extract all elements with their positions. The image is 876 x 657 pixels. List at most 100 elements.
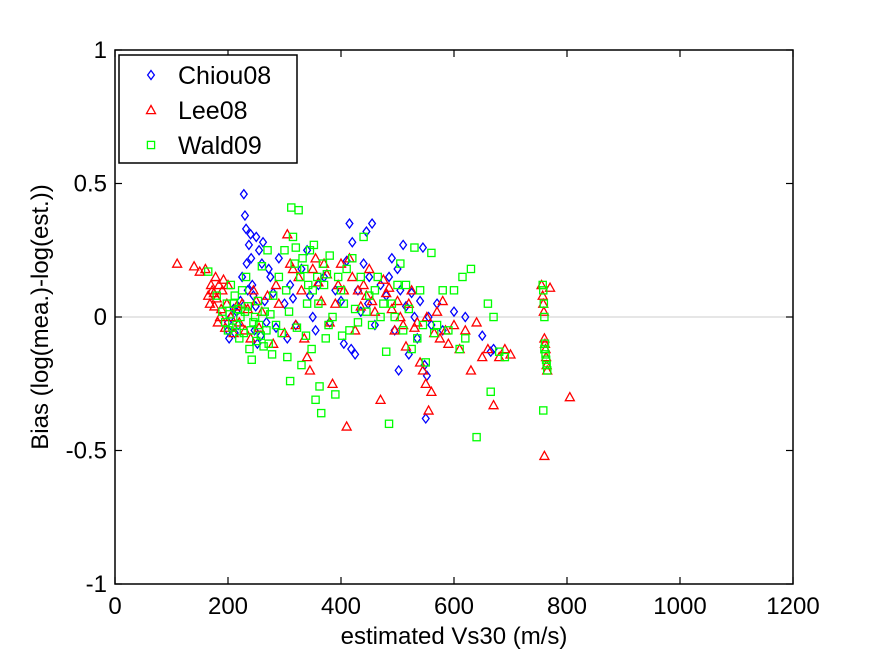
data-point	[398, 326, 408, 335]
x-tick-label: 200	[208, 593, 248, 620]
data-point	[370, 286, 380, 295]
data-point	[271, 322, 281, 334]
series-wald09	[203, 203, 552, 442]
data-point	[211, 292, 223, 303]
data-point	[465, 364, 477, 375]
y-axis-label: Bias (log(mea.)-log(est.))	[27, 184, 54, 449]
x-axis-label: estimated Vs30 (m/s)	[341, 623, 568, 650]
data-point	[319, 280, 329, 290]
x-tick-label: 800	[547, 593, 587, 620]
y-tick-label: 0	[94, 304, 107, 331]
data-point	[292, 323, 302, 332]
data-point	[427, 248, 436, 258]
data-point	[225, 310, 234, 319]
data-point	[486, 346, 495, 358]
data-point	[266, 310, 275, 319]
data-point	[280, 245, 289, 255]
x-tick-label: 600	[434, 593, 474, 620]
data-point	[403, 297, 415, 308]
data-point	[258, 236, 268, 248]
data-point	[489, 312, 498, 322]
x-tick-label: 1200	[766, 593, 819, 620]
data-point	[294, 205, 303, 215]
data-point	[370, 319, 380, 331]
data-point	[254, 244, 264, 256]
data-point	[209, 271, 222, 282]
data-point	[232, 320, 241, 330]
data-point	[461, 334, 470, 343]
data-point	[284, 257, 296, 268]
data-point	[341, 420, 353, 431]
data-point	[539, 299, 549, 308]
data-point	[270, 279, 282, 290]
x-tick-label: 1000	[653, 593, 706, 620]
data-point	[386, 303, 398, 314]
data-point	[313, 272, 322, 282]
data-point	[244, 239, 254, 251]
data-point	[259, 342, 268, 351]
data-point	[271, 320, 281, 330]
data-point	[256, 331, 266, 340]
legend-item-wald09: Wald09	[146, 132, 262, 160]
data-point	[246, 228, 255, 240]
data-point	[415, 295, 425, 307]
x-axis: 0 200 400 600 800 1000 1200	[108, 50, 820, 620]
data-point	[541, 355, 551, 364]
data-point	[352, 284, 364, 295]
data-point	[364, 291, 374, 300]
data-point	[346, 271, 358, 282]
data-point	[274, 252, 284, 264]
data-point	[541, 350, 550, 359]
data-point	[397, 319, 409, 330]
data-point	[241, 223, 251, 235]
data-point	[422, 404, 435, 415]
data-point	[237, 286, 247, 295]
legend-marker	[146, 140, 156, 150]
data-point	[398, 239, 408, 251]
data-point	[540, 312, 549, 322]
data-point	[316, 408, 326, 418]
data-point	[212, 316, 224, 327]
data-point	[216, 284, 228, 295]
data-point	[311, 395, 320, 405]
data-point	[538, 305, 550, 316]
data-point	[249, 318, 258, 327]
data-point	[242, 258, 251, 270]
data-point	[415, 286, 425, 295]
data-point	[356, 272, 366, 282]
data-point	[542, 366, 552, 375]
data-point	[229, 299, 238, 308]
data-point	[237, 271, 247, 283]
data-point	[300, 264, 309, 274]
data-point	[424, 311, 433, 323]
data-point	[345, 326, 354, 335]
data-point	[226, 280, 236, 290]
legend-label: Chiou08	[178, 62, 271, 90]
data-point	[324, 320, 333, 330]
data-point	[539, 286, 548, 295]
data-point	[367, 320, 377, 330]
legend: Chiou08 Lee08 Wald09	[118, 54, 298, 164]
legend-item-lee08: Lee08	[145, 97, 248, 125]
data-point	[350, 348, 360, 360]
data-point	[253, 296, 263, 306]
data-point	[290, 259, 299, 268]
data-point	[315, 382, 324, 391]
data-point	[348, 254, 357, 263]
data-point	[369, 305, 381, 316]
y-tick-label: 1	[94, 37, 107, 64]
y-tick-label: 0.5	[74, 171, 107, 198]
data-point	[329, 297, 341, 308]
legend-marker	[145, 104, 157, 115]
data-point	[285, 376, 295, 386]
data-point	[250, 312, 260, 322]
data-point	[442, 337, 454, 348]
data-point	[380, 287, 392, 298]
data-point	[353, 318, 363, 327]
data-point	[263, 245, 272, 255]
data-point	[301, 351, 313, 362]
data-point	[236, 312, 245, 322]
data-point	[410, 311, 419, 323]
data-point	[387, 299, 397, 308]
data-point	[254, 320, 264, 330]
